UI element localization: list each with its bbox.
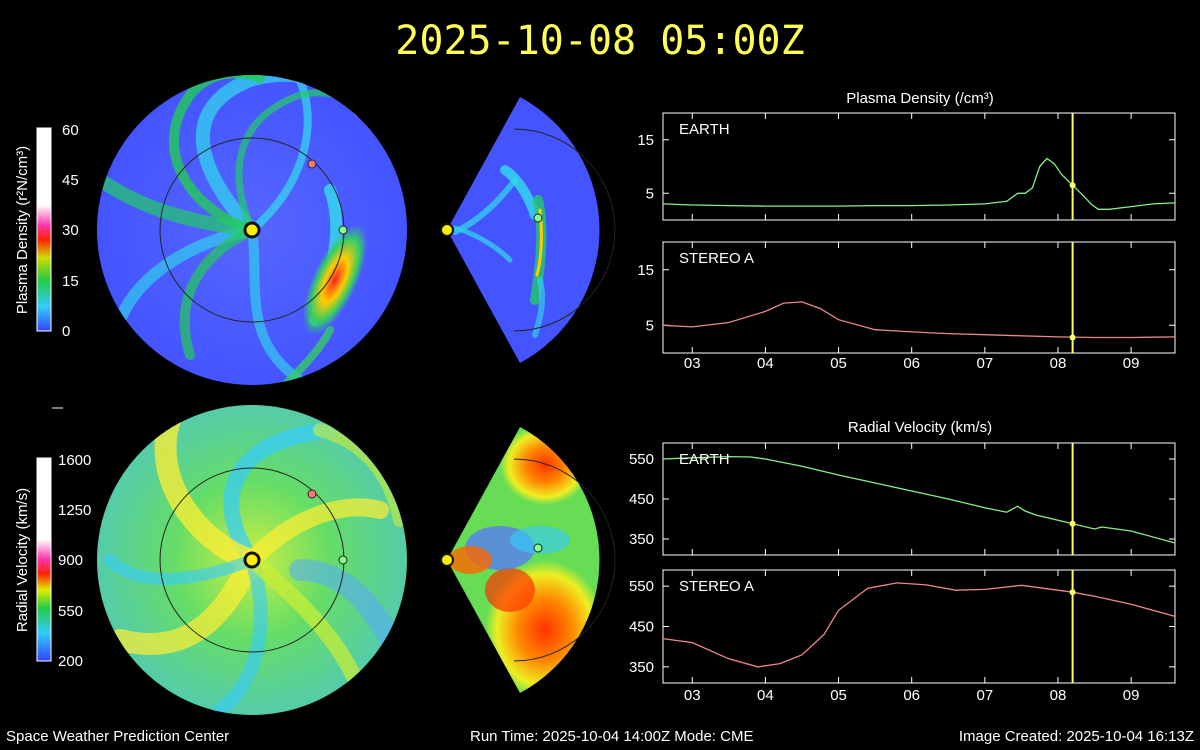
y-tick-label-0-1: 5	[646, 185, 654, 202]
series-line-1	[662, 301, 1176, 339]
sun-marker-meridional	[440, 223, 454, 237]
velocity-panel-title: Radial Velocity (km/s)	[848, 419, 992, 436]
current-value-dot-3	[1069, 589, 1076, 596]
velocity-ecliptic-map	[97, 405, 407, 715]
x-tick-label-0-5: 08	[1050, 355, 1067, 372]
y-tick-label-1-1: 5	[646, 317, 654, 334]
velocity-tick-1600: 1600	[58, 452, 91, 469]
density-tick-0: 0	[62, 323, 70, 340]
density-tick-60: 60	[62, 122, 79, 139]
x-tick-label-0-4: 07	[976, 355, 993, 372]
velocity-tick-900: 900	[58, 552, 83, 569]
current-value-dot-2	[1069, 520, 1076, 527]
x-tick-label-0-3: 06	[903, 355, 920, 372]
y-tick-label-2-1: 450	[629, 491, 654, 508]
velocity-tick-200: 200	[58, 653, 83, 670]
density-tick-15: 15	[62, 273, 79, 290]
x-tick-label-2-3: 06	[903, 687, 920, 704]
density-colorbar-label: Plasma Density (r²N/cm³)	[14, 146, 31, 314]
earth-marker	[338, 225, 348, 235]
x-tick-label-0-0: 03	[684, 355, 701, 372]
stereo-a-marker-velocity	[307, 489, 317, 499]
sun-marker	[243, 221, 261, 239]
density-tick-30: 30	[62, 222, 79, 239]
y-tick-label-2-0: 550	[629, 451, 654, 468]
velocity-colorbar-label: Radial Velocity (km/s)	[14, 488, 31, 632]
panel-frame-0	[662, 112, 1176, 221]
velocity-colorbar: Radial Velocity (km/s) 1600 1250 900 550…	[14, 452, 91, 670]
panel-label-0: EARTH	[679, 121, 730, 138]
y-tick-label-1-0: 15	[637, 262, 654, 279]
velocity-meridional-map	[440, 427, 616, 693]
y-tick-label-3-2: 350	[629, 659, 654, 676]
x-tick-label-2-5: 08	[1050, 687, 1067, 704]
density-colorbar: Plasma Density (r²N/cm³) 60 45 30 15 0	[14, 122, 79, 340]
x-tick-label-2-0: 03	[684, 687, 701, 704]
x-tick-label-0-1: 04	[757, 355, 774, 372]
time-series-panels: 03 04 05 06 07 08 09 15 5 EARTH 15 5 STEREO A 03 04 05 0…	[629, 112, 1176, 704]
series-line-0	[662, 157, 1176, 210]
sun-marker-velocity	[243, 551, 261, 569]
density-panel-title: Plasma Density (/cm³)	[846, 90, 994, 107]
current-value-dot-0	[1069, 182, 1076, 189]
x-tick-label-2-6: 09	[1123, 687, 1140, 704]
earth-marker-meridional-velocity	[533, 543, 543, 553]
density-ecliptic-map	[97, 75, 407, 385]
earth-marker-meridional	[533, 213, 543, 223]
panel-frame-2	[662, 442, 1176, 556]
y-tick-label-3-1: 450	[629, 619, 654, 636]
density-meridional-map	[440, 97, 616, 363]
stereo-a-marker	[307, 159, 317, 169]
current-value-dot-1	[1069, 334, 1076, 341]
y-tick-label-0-0: 15	[637, 132, 654, 149]
y-tick-label-2-2: 350	[629, 531, 654, 548]
series-line-3	[662, 582, 1176, 668]
panel-label-1: STEREO A	[679, 250, 754, 267]
x-tick-label-2-4: 07	[976, 687, 993, 704]
series-line-2	[662, 455, 1176, 544]
x-tick-label-2-2: 05	[830, 687, 847, 704]
x-tick-label-0-2: 05	[830, 355, 847, 372]
velocity-tick-1250: 1250	[58, 502, 91, 519]
sun-marker-meridional-velocity	[440, 553, 454, 567]
panel-label-2: EARTH	[679, 451, 730, 468]
footer-image-created: Image Created: 2025-10-04 16:13Z	[958, 728, 1194, 745]
x-tick-label-0-6: 09	[1123, 355, 1140, 372]
density-tick-45: 45	[62, 172, 79, 189]
velocity-tick-550: 550	[58, 603, 83, 620]
earth-marker-velocity	[338, 555, 348, 565]
footer-center-name: Space Weather Prediction Center	[6, 728, 230, 745]
y-tick-label-3-0: 550	[629, 578, 654, 595]
forecast-timestamp: 2025-10-08 05:00Z	[395, 18, 805, 64]
panel-label-3: STEREO A	[679, 578, 754, 595]
x-tick-label-2-1: 04	[757, 687, 774, 704]
footer-run-info: Run Time: 2025-10-04 14:00Z Mode: CME	[470, 728, 754, 745]
panel-frame-1	[662, 241, 1176, 354]
